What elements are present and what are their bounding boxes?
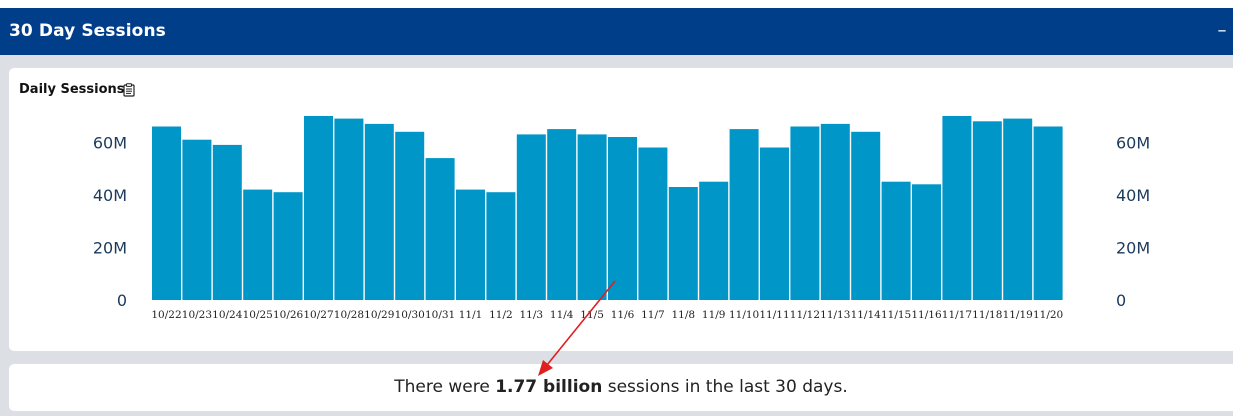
x-tick-label: 10/29 — [364, 309, 394, 321]
x-tick-label: 11/15 — [881, 309, 911, 321]
x-tick-label: 11/17 — [942, 309, 972, 321]
bar-11-9[interactable] — [699, 181, 729, 300]
x-tick-label: 11/10 — [729, 309, 759, 321]
x-tick-label: 10/23 — [182, 309, 212, 321]
x-tick-label: 11/14 — [851, 309, 882, 321]
x-tick-label: 11/20 — [1033, 309, 1063, 321]
bar-11-13[interactable] — [820, 123, 850, 301]
y-tick-label-right: 0 — [1116, 291, 1126, 310]
bar-11-15[interactable] — [881, 181, 911, 300]
bar-10-27[interactable] — [304, 116, 333, 300]
x-tick-label: 11/2 — [489, 309, 513, 321]
x-tick-label: 10/31 — [425, 309, 455, 321]
bar-11-7[interactable] — [638, 147, 668, 301]
x-tick-label: 11/11 — [759, 309, 789, 321]
x-tick-label: 11/9 — [702, 309, 726, 321]
summary-panel: There were 1.77 billion sessions in the … — [9, 364, 1233, 411]
x-tick-label: 10/22 — [151, 309, 181, 321]
bar-11-19[interactable] — [1003, 118, 1033, 300]
bar-10-29[interactable] — [364, 123, 394, 301]
bar-10-23[interactable] — [182, 139, 212, 300]
bar-10-28[interactable] — [334, 118, 364, 300]
bar-11-17[interactable] — [942, 116, 972, 300]
bar-10-22[interactable] — [152, 126, 181, 301]
y-tick-label-right: 20M — [1116, 238, 1150, 257]
bar-11-8[interactable] — [668, 187, 698, 300]
x-tick-label: 11/6 — [611, 309, 635, 321]
bar-11-3[interactable] — [516, 134, 546, 300]
y-tick-label-right: 60M — [1116, 133, 1150, 152]
x-tick-label: 10/24 — [212, 309, 243, 321]
bar-10-30[interactable] — [395, 131, 425, 300]
summary-prefix: There were — [394, 377, 496, 397]
summary-highlight: 1.77 billion — [495, 377, 603, 397]
x-tick-label: 10/26 — [273, 309, 304, 321]
x-tick-label: 11/12 — [790, 309, 820, 321]
chart-title: Daily Sessions — [19, 82, 125, 97]
chart-card: 10/22 10/23 10/24 10/25 10/26 10/27 10/28 10/29… — [9, 68, 1233, 351]
y-tick-label-left: 20M — [93, 238, 127, 257]
bar-10-26[interactable] — [273, 192, 303, 300]
x-tick-label: 11/1 — [459, 309, 483, 321]
bar-11-20[interactable] — [1033, 126, 1063, 301]
bar-11-14[interactable] — [851, 131, 881, 300]
bar-11-16[interactable] — [912, 184, 941, 300]
x-tick-label: 11/16 — [911, 309, 942, 321]
x-tick-label: 10/25 — [243, 309, 273, 321]
x-tick-label: 11/19 — [1003, 309, 1033, 321]
bar-10-24[interactable] — [212, 144, 242, 300]
x-tick-label: 11/7 — [641, 309, 665, 321]
bar-11-1[interactable] — [456, 189, 485, 300]
bar-11-11[interactable] — [760, 147, 789, 301]
panel-header: 30 Day Sessions – — [0, 8, 1233, 55]
bar-11-4[interactable] — [547, 129, 577, 300]
x-tick-label: 10/28 — [334, 309, 364, 321]
bar-11-12[interactable] — [790, 126, 820, 301]
y-tick-label-right: 40M — [1116, 186, 1150, 205]
x-tick-label: 10/30 — [395, 309, 425, 321]
x-tick-label: 11/4 — [550, 309, 574, 321]
y-tick-label-left: 60M — [93, 133, 127, 152]
x-tick-label: 11/13 — [820, 309, 850, 321]
panel-title: 30 Day Sessions — [9, 21, 166, 41]
bar-11-5[interactable] — [577, 134, 607, 300]
daily-sessions-chart: 10/22 10/23 10/24 10/25 10/26 10/27 10/28 10/29… — [93, 116, 1150, 321]
summary-text: There were 1.77 billion sessions in the … — [9, 377, 1233, 397]
x-tick-label: 10/27 — [303, 309, 333, 321]
top-strip — [0, 0, 1233, 8]
bar-11-18[interactable] — [972, 121, 1002, 300]
clipboard-icon[interactable] — [123, 83, 135, 97]
x-tick-label: 11/5 — [580, 309, 604, 321]
summary-suffix: sessions in the last 30 days. — [602, 377, 848, 397]
bar-10-25[interactable] — [243, 189, 273, 300]
y-tick-label-left: 0 — [117, 291, 127, 310]
y-tick-label-left: 40M — [93, 186, 127, 205]
x-tick-label: 11/3 — [520, 309, 544, 321]
x-tick-label: 11/18 — [972, 309, 1002, 321]
bar-11-6[interactable] — [608, 137, 637, 300]
bar-10-31[interactable] — [425, 158, 455, 300]
x-tick-label: 11/8 — [672, 309, 696, 321]
bar-11-10[interactable] — [729, 129, 759, 300]
bar-11-2[interactable] — [486, 192, 516, 300]
collapse-button[interactable]: – — [1211, 17, 1233, 45]
